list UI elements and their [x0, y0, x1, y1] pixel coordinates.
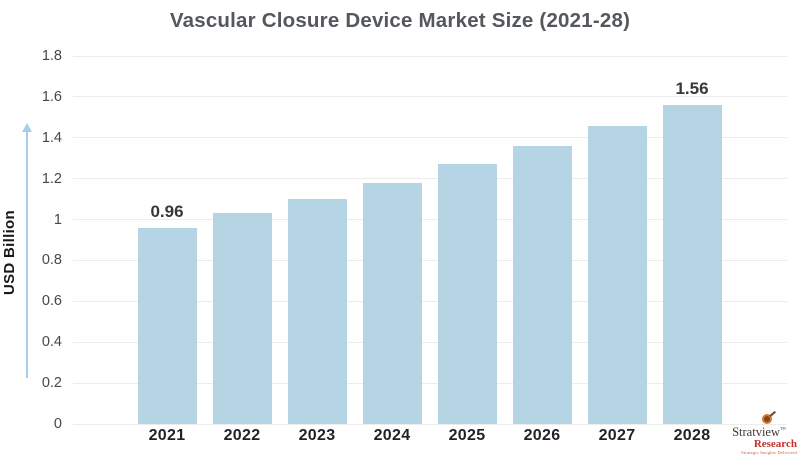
y-tick-label: 0.8: [41, 252, 62, 269]
bar-value-label: 1.56: [675, 79, 709, 99]
y-tick-label: 0.2: [41, 375, 62, 392]
y-tick-label: 0.4: [41, 334, 62, 351]
x-tick-label-2027: 2027: [598, 427, 636, 444]
y-axis-arrow-icon: [22, 123, 32, 132]
bar-2025: [437, 164, 497, 424]
logo-brand-text: Stratview: [732, 425, 781, 439]
gridline: [73, 423, 787, 425]
bar-2021: [137, 227, 197, 424]
plot-area: 0.96 1.56: [73, 55, 787, 425]
gridline: [73, 341, 787, 343]
chart-title: Vascular Closure Device Market Size (202…: [169, 9, 631, 32]
y-tick-label: 0.6: [41, 293, 62, 310]
logo-brand-line: Stratview™: [721, 424, 797, 439]
gridline: [73, 382, 787, 384]
trademark-symbol: ™: [780, 426, 786, 433]
bar-value-label: 0.96: [150, 201, 184, 221]
bar-2026: [512, 145, 572, 424]
y-tick-label: 0: [53, 416, 62, 432]
bar-2022: [212, 213, 272, 424]
x-tick-label-2025: 2025: [448, 427, 486, 444]
bar-2028: [662, 105, 722, 424]
y-axis-tick-labels: 0 0.2 0.4 0.6 0.8 1 1.2 1.4 1.6 1.8: [0, 48, 62, 432]
stratview-logo: Stratview™ Research Strategic Insights D…: [721, 410, 797, 456]
x-tick-label-2026: 2026: [523, 427, 561, 444]
gridline: [73, 178, 787, 180]
magnifier-lens: [762, 413, 772, 424]
gridline: [73, 55, 787, 57]
gridline: [73, 259, 787, 261]
gridline: [73, 137, 787, 139]
logo-division-text: Research: [753, 438, 797, 450]
magnifier-icon: [762, 410, 776, 424]
bar-2023: [287, 199, 347, 424]
y-tick-label: 1.6: [41, 88, 62, 105]
gridline: [73, 300, 787, 302]
y-tick-label: 1: [53, 211, 62, 228]
logo-tagline: Strategic Insights Delivered: [741, 450, 797, 455]
gridline: [73, 219, 787, 221]
x-tick-label-2021: 2021: [148, 427, 186, 444]
y-axis-arrow-shaft: [26, 131, 28, 378]
gridline: [73, 96, 787, 98]
y-tick-label: 1.2: [41, 170, 62, 187]
bar-2024: [362, 182, 422, 424]
x-tick-label-2023: 2023: [298, 427, 336, 444]
x-tick-label-2024: 2024: [373, 427, 411, 444]
x-tick-label-2028: 2028: [673, 427, 711, 444]
bar-2027: [587, 125, 647, 424]
x-axis-tick-labels: 2021 2022 2023 2024 2025 2026 2027 2028: [73, 427, 787, 449]
y-tick-label: 1.4: [41, 129, 62, 146]
magnifier-handle: [769, 410, 776, 417]
y-tick-label: 1.8: [41, 48, 62, 64]
x-tick-label-2022: 2022: [223, 427, 261, 444]
